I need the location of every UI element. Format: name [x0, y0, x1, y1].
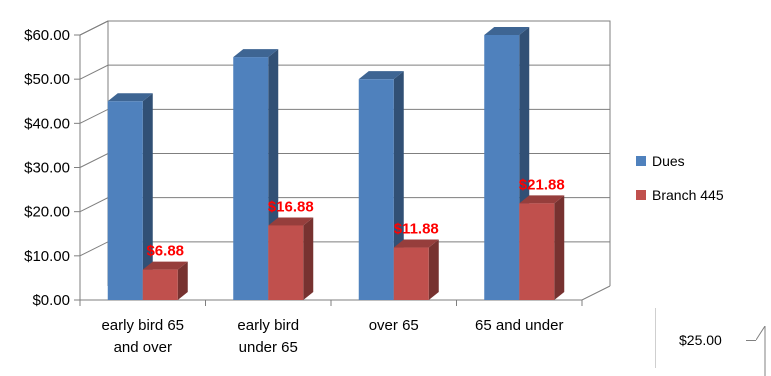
y-tick-label: $60.00 [24, 27, 70, 44]
bar-branch-445 [393, 247, 429, 300]
gridline [79, 64, 610, 80]
inset-tick-mark [746, 340, 756, 341]
chart-canvas: $0.00 $10.00 $20.00 $30.00 $40.00 $50.00 $60.0… [24, 20, 611, 356]
bar-branch-445-side [177, 261, 188, 300]
legend-swatch-branch-445 [636, 190, 646, 200]
data-label: $11.88 [394, 221, 439, 238]
inset-tick-label: $25.00 [679, 332, 722, 348]
bar-branch-445-side [303, 217, 314, 300]
y-tick-label: $40.00 [24, 115, 70, 132]
data-label: $6.88 [146, 243, 184, 260]
bar-dues [484, 35, 520, 300]
gridline [79, 153, 610, 168]
bar-dues-top [484, 27, 530, 35]
y-tick-label: $50.00 [24, 71, 70, 88]
bar-branch-445-top [519, 195, 565, 204]
bar-branch-445-top [393, 239, 439, 248]
bar-branch-445 [519, 203, 555, 300]
legend-swatch-dues [636, 156, 646, 166]
bar-branch-445-side [428, 239, 439, 300]
bar-branch-445 [268, 225, 304, 300]
y-tick-label: $10.00 [24, 248, 70, 265]
x-category-label: over 65 [369, 317, 419, 334]
legend-item-branch-445: Branch 445 [636, 184, 724, 206]
legend-label-branch-445: Branch 445 [652, 187, 724, 203]
x-category-label: early bird [237, 317, 299, 334]
bar-dues-top [233, 49, 279, 58]
legend-item-dues: Dues [636, 150, 724, 172]
bar-dues [107, 101, 143, 300]
inset-axis-line [756, 326, 766, 376]
bar-branch-445 [142, 269, 178, 300]
y-tick-label: $20.00 [24, 204, 70, 221]
bar-dues [358, 79, 394, 301]
bar-branch-445-top [142, 261, 188, 270]
data-label: $21.88 [519, 176, 565, 193]
bar-branch-445-top [268, 217, 314, 226]
bar-branch-445-side [554, 195, 565, 300]
bar-chart: $0.00 $10.00 $20.00 $30.00 $40.00 $50.00 $60.0… [24, 20, 766, 376]
bar-dues [233, 57, 269, 301]
y-tick-label: $0.00 [32, 292, 70, 309]
gridline [79, 20, 610, 36]
gridline [79, 108, 610, 124]
x-category-label: and over [114, 339, 172, 356]
legend-label-dues: Dues [652, 153, 685, 169]
bar-dues-side [142, 93, 153, 300]
x-category-label: 65 and under [475, 317, 563, 334]
chart-legend: Dues Branch 445 [636, 150, 724, 218]
x-category-label: under 65 [239, 339, 298, 356]
bar-dues-top [107, 93, 153, 102]
data-label: $16.88 [268, 198, 314, 215]
partial-second-chart: $25.00 [655, 308, 771, 376]
y-tick-label: $30.00 [24, 160, 70, 177]
x-category-label: early bird 65 [101, 317, 184, 334]
bar-dues-top [358, 71, 404, 80]
